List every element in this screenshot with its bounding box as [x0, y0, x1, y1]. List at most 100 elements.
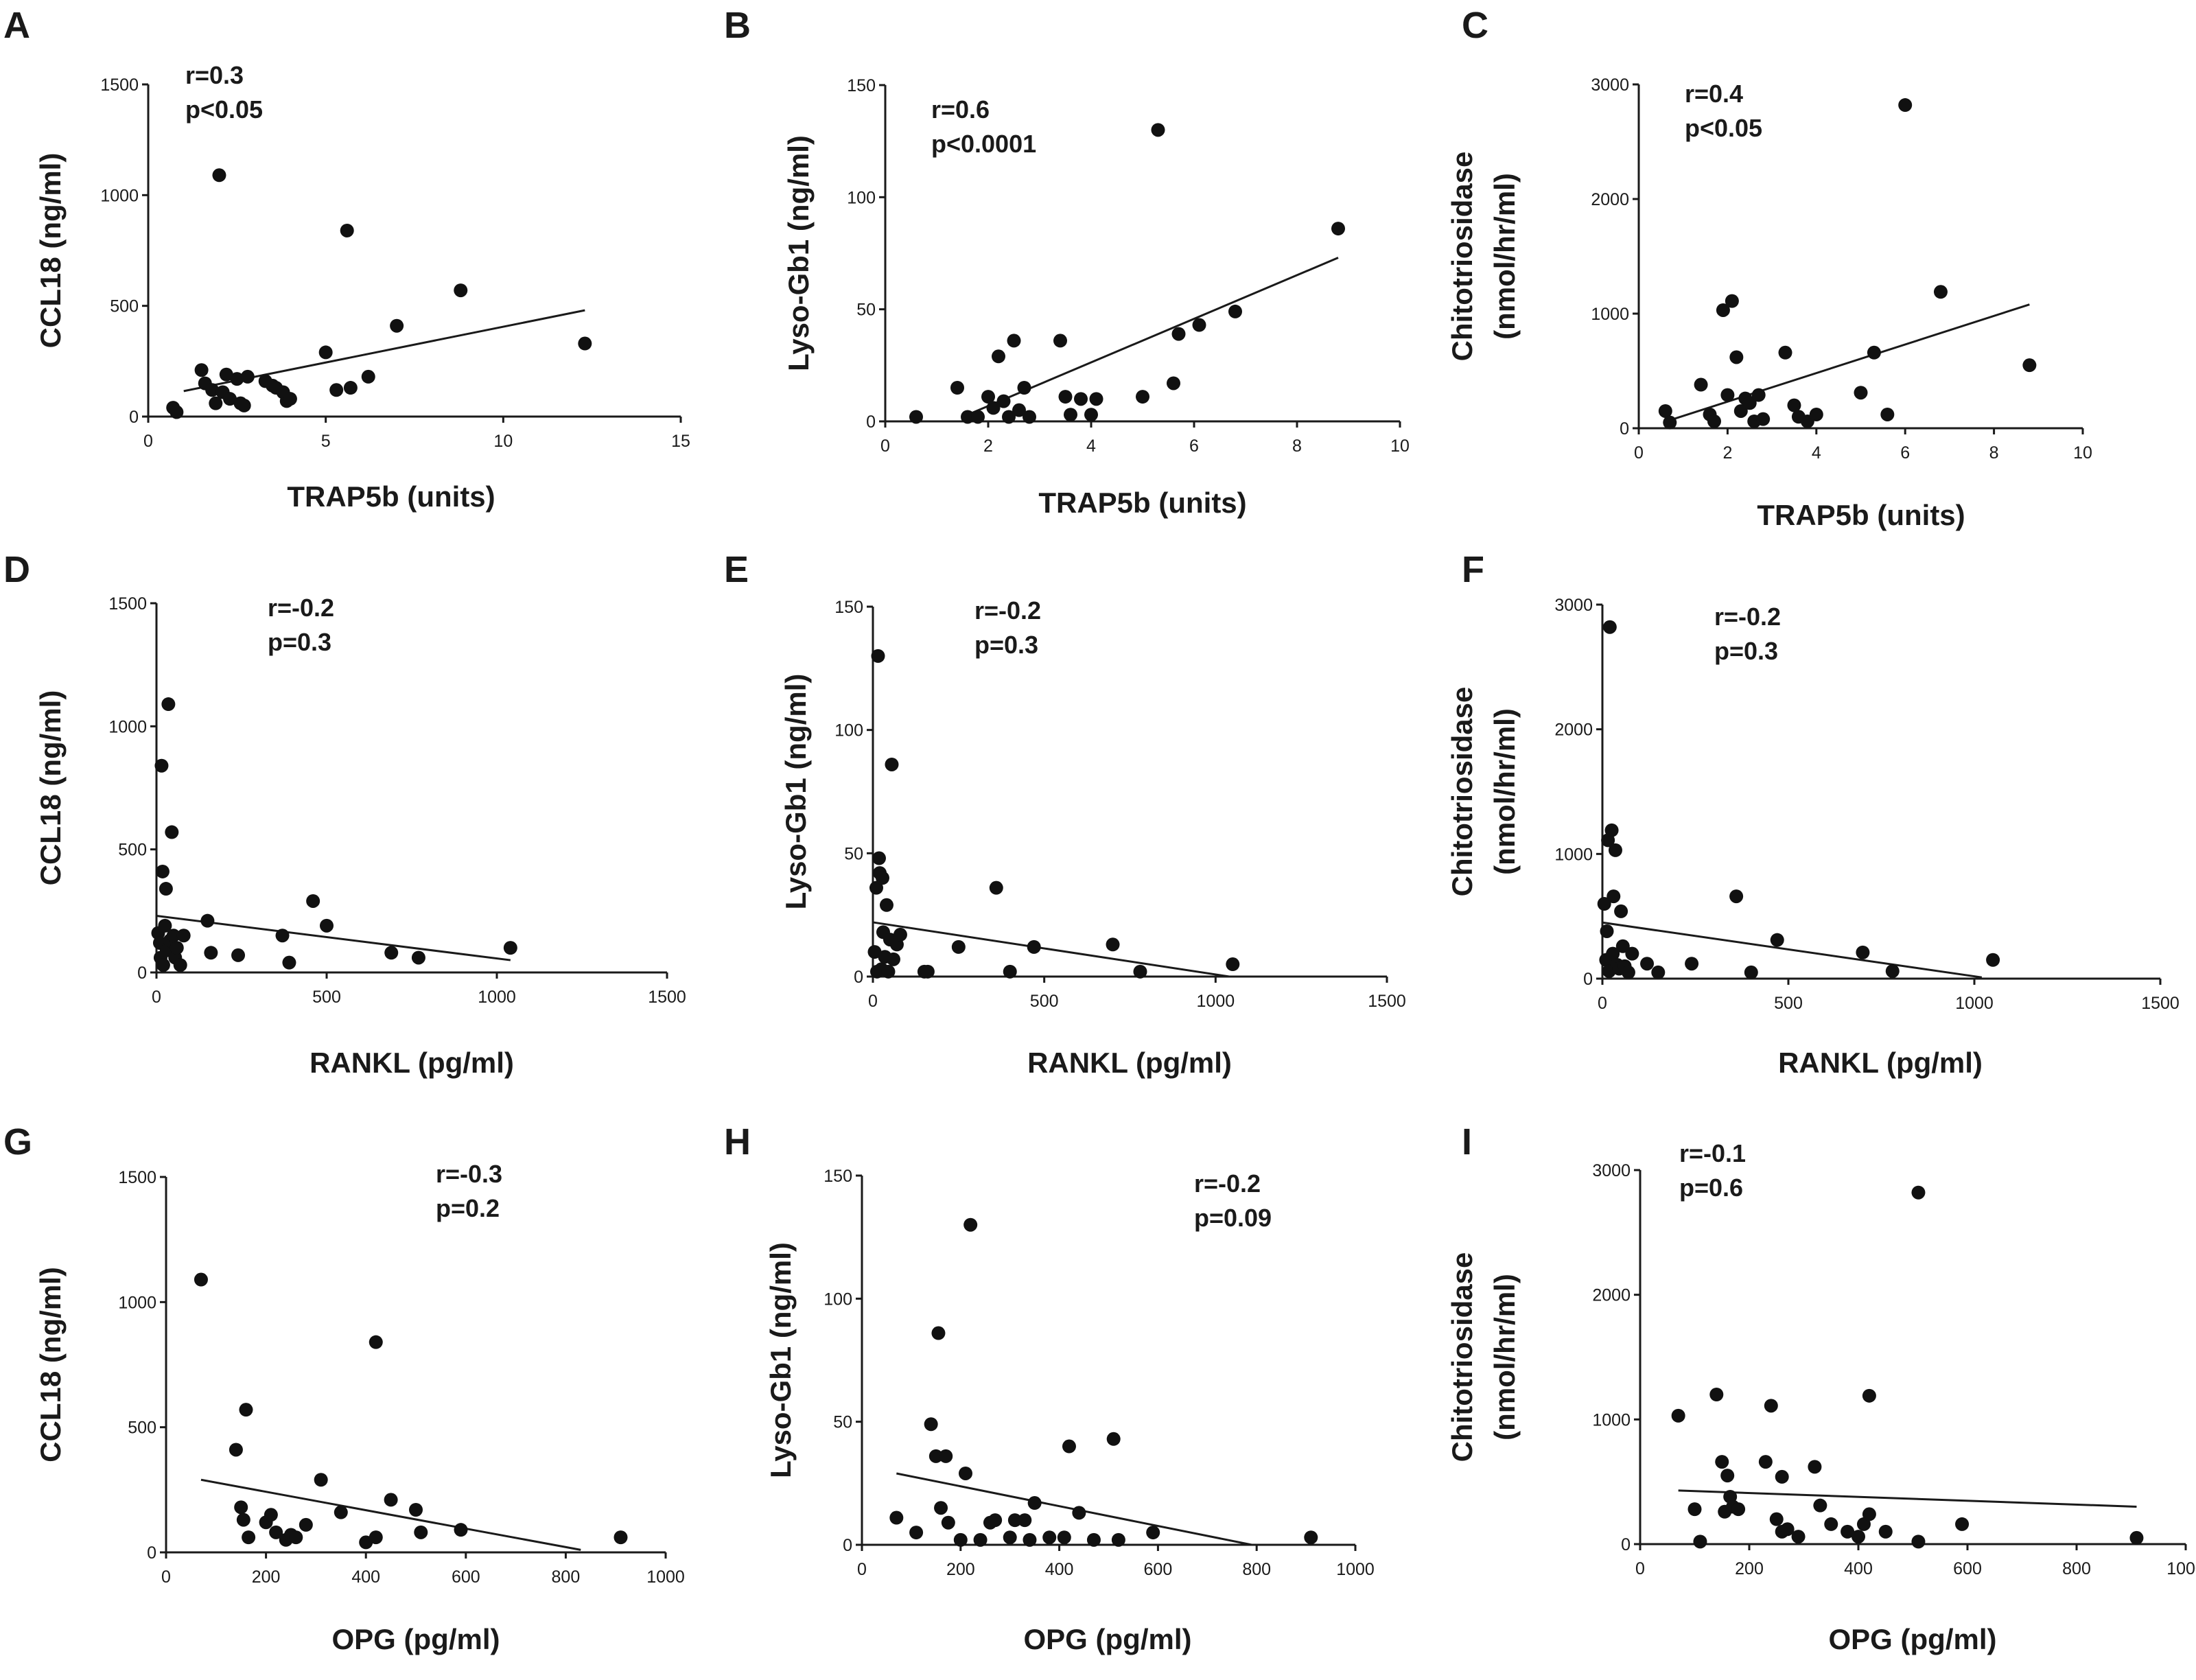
- x-tick-label: 800: [1242, 1560, 1271, 1579]
- data-point: [1764, 1399, 1778, 1413]
- data-point: [1955, 1517, 1970, 1531]
- panel-letter: H: [724, 1121, 751, 1163]
- p-value-label: p=0.2: [436, 1194, 500, 1222]
- y-tick-label: 100: [824, 1290, 852, 1309]
- data-point: [941, 1515, 955, 1530]
- data-point: [950, 381, 964, 395]
- r-value-label: r=-0.2: [1714, 603, 1781, 631]
- data-point: [988, 1513, 1003, 1528]
- y-tick-label: 0: [129, 408, 139, 427]
- panel-c: C 0 2 4 6 8 10 0 1000 2000 3000 TRAP5b (units) Chito…: [1446, 5, 2092, 531]
- data-point: [306, 894, 320, 908]
- data-point: [283, 392, 297, 406]
- data-point: [1685, 957, 1699, 971]
- data-point: [156, 958, 170, 972]
- data-point: [1062, 1439, 1076, 1454]
- data-point: [1933, 285, 1948, 299]
- data-point: [390, 318, 404, 333]
- x-tick-label: 1500: [1368, 992, 1406, 1011]
- data-point: [1658, 404, 1672, 418]
- data-point: [1911, 1535, 1926, 1549]
- data-point: [289, 1530, 303, 1545]
- data-point: [875, 871, 889, 885]
- data-point: [889, 1510, 904, 1525]
- data-point: [1042, 1530, 1057, 1545]
- y-tick-label: 1000: [1592, 1410, 1631, 1430]
- data-point: [1809, 407, 1823, 421]
- p-value-label: p=0.3: [1714, 637, 1778, 665]
- data-point: [173, 958, 187, 972]
- y-tick-label: 0: [137, 964, 147, 983]
- data-point: [1606, 946, 1620, 961]
- regression-line: [156, 915, 511, 961]
- data-point: [454, 283, 468, 298]
- panel-letter: G: [3, 1121, 32, 1163]
- r-value-label: r=0.4: [1685, 80, 1743, 108]
- y-axis-label: Chitotriosidase: [1446, 687, 1478, 897]
- data-point: [282, 955, 296, 970]
- data-point: [1733, 404, 1748, 418]
- data-point: [1625, 946, 1639, 961]
- data-point: [1709, 1388, 1724, 1401]
- panel-letter: E: [724, 549, 749, 590]
- data-point: [869, 880, 883, 895]
- data-point: [981, 390, 995, 404]
- x-tick-label: 0: [880, 436, 890, 456]
- data-point: [318, 345, 333, 360]
- data-point: [1167, 376, 1180, 390]
- x-tick-label: 4: [1086, 436, 1096, 456]
- data-point: [1729, 350, 1744, 364]
- x-tick-label: 0: [143, 432, 153, 451]
- x-axis-label: OPG (pg/ml): [1024, 1623, 1192, 1655]
- data-point: [1604, 823, 1619, 837]
- x-tick-label: 800: [552, 1567, 581, 1587]
- data-point: [1023, 1532, 1037, 1547]
- x-tick-label: 0: [857, 1560, 867, 1579]
- x-tick-label: 10: [2073, 443, 2092, 463]
- data-point: [1171, 327, 1186, 341]
- x-tick-label: 1000: [1197, 992, 1235, 1011]
- data-point: [1862, 1388, 1876, 1403]
- data-point: [881, 964, 896, 979]
- x-tick-label: 1500: [2141, 994, 2180, 1013]
- data-point: [1770, 933, 1784, 947]
- data-point: [1911, 1185, 1926, 1200]
- data-point: [2129, 1530, 2144, 1545]
- data-point: [1002, 410, 1016, 424]
- x-tick-label: 0: [1634, 443, 1644, 463]
- data-point: [299, 1517, 313, 1532]
- r-value-label: r=-0.2: [268, 594, 334, 622]
- data-point: [165, 825, 179, 839]
- panel-letter: B: [724, 5, 751, 46]
- y-tick-label: 1000: [100, 186, 139, 205]
- x-axis-label: RANKL (pg/ml): [1778, 1047, 1983, 1079]
- y-axis-label: (nmol/hr/ml): [1488, 1274, 1521, 1440]
- y-tick-label: 150: [834, 598, 863, 617]
- y-axis-label: Lyso-Gb1 (ng/ml): [764, 1242, 797, 1478]
- data-point: [924, 1417, 938, 1432]
- y-tick-label: 100: [834, 721, 863, 740]
- regression-line: [1602, 921, 1983, 979]
- data-point: [1707, 414, 1721, 428]
- data-point: [1898, 98, 1913, 113]
- regression-line: [1678, 1489, 2137, 1508]
- data-point: [242, 1530, 256, 1545]
- data-point: [1986, 953, 2000, 967]
- x-tick-label: 200: [946, 1560, 975, 1579]
- x-tick-label: 0: [1598, 994, 1607, 1013]
- data-point: [1729, 889, 1744, 904]
- y-axis-label: CCL18 (ng/ml): [34, 690, 67, 886]
- y-tick-label: 3000: [1592, 1161, 1631, 1180]
- data-point: [219, 367, 233, 382]
- y-tick-label: 0: [854, 968, 863, 987]
- p-value-label: p<0.05: [1685, 114, 1762, 142]
- r-value-label: r=-0.1: [1679, 1139, 1746, 1167]
- data-point: [314, 1473, 328, 1487]
- y-tick-label: 2000: [1591, 190, 1629, 209]
- data-point: [1663, 415, 1677, 430]
- data-point: [1003, 964, 1017, 979]
- data-point: [1769, 1512, 1784, 1526]
- data-point: [1716, 303, 1730, 317]
- data-point: [1084, 408, 1098, 422]
